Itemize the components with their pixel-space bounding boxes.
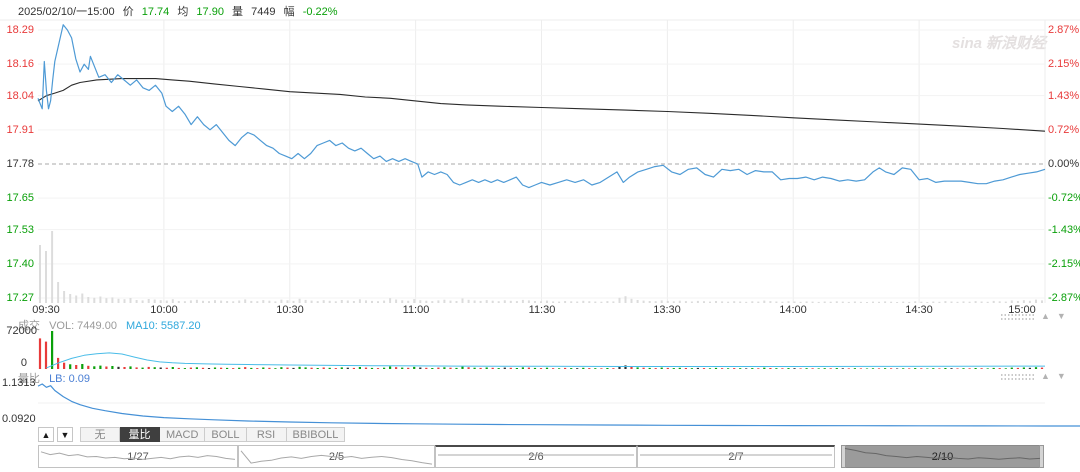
percent-tick-label: -2.87%: [1048, 292, 1080, 304]
avg-label: 均: [177, 6, 189, 18]
timeline-section-2/10[interactable]: 2/10: [841, 445, 1044, 468]
price-tick-label: 18.16: [6, 58, 34, 70]
price-volume-splitter: ▲ ▼: [1000, 312, 1066, 321]
pane-up-icon[interactable]: ▲: [1041, 311, 1050, 321]
timeline-section-label: 1/27: [127, 450, 149, 463]
price-tick-label: 17.91: [6, 124, 34, 136]
lb-ymax-label: 1.1313: [2, 377, 36, 389]
price-tick-label: 17.78: [6, 158, 34, 170]
lb-pane-title: 量比: [18, 373, 40, 385]
percent-tick-label: 2.87%: [1048, 24, 1080, 36]
price-tick-label: 18.04: [6, 90, 34, 102]
price-tick-label: 17.40: [6, 258, 34, 270]
lb-pane-header: 量比 LB: 0.09: [18, 370, 96, 386]
pane-down-icon[interactable]: ▼: [1056, 311, 1066, 321]
indicator-tabs: 无量比 MACD BOLL RSI BBIBOLL: [80, 427, 346, 442]
pane-up-icon[interactable]: ▲: [1041, 371, 1050, 381]
lb-value-text: LB: 0.09: [49, 373, 91, 385]
time-tick-label: 09:30: [32, 304, 60, 316]
timeline-section-2/5[interactable]: 2/5: [238, 445, 435, 468]
percent-tick-label: -1.43%: [1048, 224, 1080, 236]
date-range-navigator: 1/27 2/5 2/6 2/7 2/10: [0, 445, 1080, 468]
change-value: -0.22%: [302, 6, 338, 18]
volume-ymin-label: 0: [20, 357, 27, 369]
percent-tick-label: -0.72%: [1048, 192, 1080, 204]
volume-ma10-text: MA10: 5587.20: [126, 320, 201, 332]
time-tick-label: 14:30: [905, 304, 933, 316]
avg-value: 17.90: [196, 6, 224, 18]
pane-resize-handle[interactable]: [1000, 312, 1034, 321]
time-tick-label: 13:30: [653, 304, 681, 316]
price-tick-label: 17.27: [6, 292, 34, 304]
timeline-section-1/27[interactable]: 1/27: [38, 445, 238, 468]
change-label: 幅: [283, 6, 295, 18]
timeline-section-label: 2/6: [528, 451, 544, 463]
percent-tick-label: 0.00%: [1048, 158, 1080, 170]
navigator-left-handle[interactable]: [841, 445, 846, 468]
quote-summary: 2025/02/10/一15:00 价 17.74 均 17.90 量 7449…: [18, 3, 343, 19]
volume-label: 量: [232, 6, 244, 18]
tab-bbiboll[interactable]: BBIBOLL: [286, 427, 346, 442]
tab-none[interactable]: 无: [80, 427, 120, 442]
tab-boll[interactable]: BOLL: [205, 427, 247, 442]
time-tick-label: 11:30: [528, 304, 556, 316]
percent-tick-label: 0.72%: [1048, 124, 1080, 136]
pane-down-icon[interactable]: ▼: [1056, 371, 1066, 381]
indicator-up-button[interactable]: ▲: [38, 427, 54, 442]
price-value: 17.74: [141, 6, 170, 18]
time-tick-label: 11:00: [402, 304, 430, 316]
volume-ymax-label: 72000: [6, 325, 37, 337]
volume-pane-title: 成交: [18, 320, 40, 332]
price-tick-label: 18.29: [6, 24, 34, 36]
pane-resize-handle[interactable]: [1000, 372, 1034, 381]
percent-tick-label: 1.43%: [1048, 90, 1080, 102]
timeline-section-label: 2/7: [728, 451, 744, 463]
navigator-right-handle[interactable]: [1039, 445, 1044, 468]
timeline-section-label: 2/5: [328, 450, 345, 463]
time-tick-label: 10:00: [150, 304, 178, 316]
time-tick-label: 14:00: [779, 304, 807, 316]
timeline-section-2/7[interactable]: 2/7: [637, 445, 835, 468]
price-tick-label: 17.53: [6, 224, 34, 236]
lb-ymin-label: 0.0920: [2, 413, 36, 425]
indicator-tabbar: ▲ ▼ 无量比 MACD BOLL RSI BBIBOLL: [38, 427, 346, 442]
volume-value: 7449: [251, 6, 276, 18]
volume-lb-splitter: ▲ ▼: [1000, 372, 1066, 381]
percent-tick-label: -2.15%: [1048, 258, 1080, 270]
volume-value-text: VOL: 7449.00: [49, 320, 117, 332]
tab-volume-ratio[interactable]: 量比: [120, 427, 160, 442]
time-tick-label: 10:30: [276, 304, 304, 316]
percent-tick-label: 2.15%: [1048, 58, 1080, 70]
price-label: 价: [122, 6, 134, 18]
timeline-section-label: 2/10: [931, 450, 954, 463]
tab-macd[interactable]: MACD: [160, 427, 206, 442]
tab-rsi[interactable]: RSI: [246, 427, 287, 442]
datetime-label: 2025/02/10/一15:00: [18, 6, 115, 18]
timeline-section-2/6[interactable]: 2/6: [435, 445, 637, 468]
sina-finance-watermark: sina 新浪财经: [952, 35, 1047, 52]
price-tick-label: 17.65: [6, 192, 34, 204]
indicator-down-button[interactable]: ▼: [57, 427, 73, 442]
volume-pane-header: 成交 VOL: 7449.00 MA10: 5587.20: [18, 317, 207, 333]
